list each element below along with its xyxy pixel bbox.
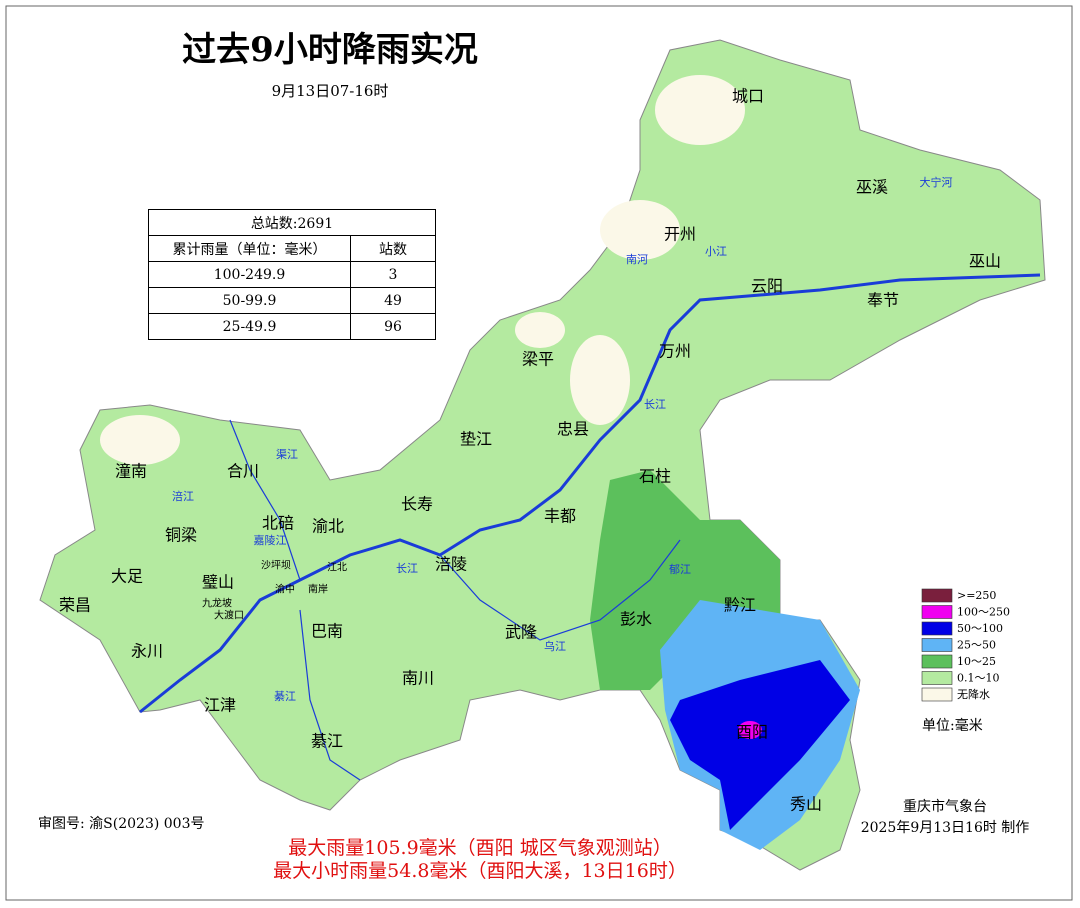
place-label: 涪陵	[435, 555, 467, 574]
subtitle: 9月13日07-16时	[272, 82, 389, 100]
legend-swatch	[921, 621, 953, 636]
stats-table: 总站数:2691 累计雨量（单位：毫米） 站数 100-249.9 3 50-99.…	[148, 209, 436, 340]
moderate-rain-area	[590, 470, 780, 690]
jialing-river	[229, 419, 301, 581]
place-label: 大足	[111, 567, 143, 586]
legend-swatch	[921, 671, 953, 685]
place-label: 彭水	[620, 610, 652, 629]
place-label: 开州	[664, 225, 696, 244]
cell: 25-49.9	[148, 313, 351, 340]
legend-unit: 单位:毫米	[922, 717, 983, 734]
district-label: 九龙坡	[202, 597, 232, 610]
legend-swatch	[921, 638, 953, 652]
river-label: 长江	[396, 562, 418, 575]
cell: 49	[350, 287, 436, 314]
header: 累计雨量（单位：毫米）	[148, 235, 351, 262]
legend-label: 0.1～10	[957, 672, 1000, 685]
place-label: 奉节	[867, 291, 899, 310]
header: 站数	[350, 235, 436, 262]
title: 过去9小时降雨实况	[182, 30, 478, 70]
place-label: 合川	[227, 462, 259, 481]
place-label: 璧山	[202, 573, 234, 592]
legend-swatch	[921, 654, 953, 669]
river-label: 嘉陵江	[254, 533, 287, 547]
river-label: 渠江	[276, 448, 298, 461]
place-label: 南川	[402, 669, 434, 688]
place-label: 巫山	[969, 252, 1001, 271]
place-label: 秀山	[790, 795, 822, 814]
legend-label: >=250	[957, 589, 996, 602]
max-rain: 最大雨量105.9毫米（酉阳 城区气象观测站）	[288, 837, 671, 859]
district-label: 南岸	[308, 583, 328, 596]
place-label: 丰都	[544, 507, 576, 526]
river-label: 大宁河	[920, 175, 953, 189]
extreme-rain-area	[738, 721, 762, 739]
district-label: 渝中	[275, 583, 295, 596]
place-label: 云阳	[751, 277, 783, 296]
wu-river	[439, 539, 681, 641]
legend-label: 50～100	[957, 622, 1003, 635]
place-label: 忠县	[557, 420, 589, 439]
place-label: 永川	[131, 642, 163, 661]
place-label: 梁平	[522, 350, 554, 369]
legend-swatch	[921, 687, 953, 702]
place-label: 巴南	[311, 622, 343, 641]
made: 2025年9月13日16时 制作	[861, 820, 1030, 836]
cell: 50-99.9	[148, 287, 351, 314]
storm-area	[670, 660, 850, 830]
place-label: 黔江	[724, 596, 756, 615]
place-label: 巫溪	[856, 178, 888, 197]
legend-swatch	[921, 588, 953, 603]
place-label: 綦江	[311, 732, 343, 751]
place-label: 垫江	[460, 430, 492, 449]
place-label: 铜梁	[165, 526, 197, 545]
district-label: 大渡口	[214, 609, 244, 622]
cell: 3	[350, 261, 436, 288]
river-label: 涪江	[172, 489, 194, 503]
place-label: 长寿	[401, 495, 433, 514]
max-hourly: 最大小时雨量54.8毫米（酉阳大溪，13日16时）	[273, 860, 687, 882]
river-label: 南河	[626, 253, 648, 266]
qi-river	[299, 609, 361, 781]
place-label: 石柱	[639, 467, 671, 486]
district-label: 江北	[327, 562, 347, 574]
agency: 重庆市气象台	[903, 798, 987, 815]
legend-label: 无降水	[957, 687, 990, 701]
approval: 审图号: 渝S(2023) 003号	[38, 816, 204, 832]
place-label: 酉阳	[736, 723, 768, 742]
river-label: 郁江	[669, 562, 691, 576]
cell: 96	[350, 313, 436, 340]
cell: 100-249.9	[148, 261, 351, 288]
yangtze-river	[139, 273, 1041, 714]
no-rain-areas	[100, 75, 745, 465]
place-label: 城口	[732, 87, 764, 106]
place-label: 荣昌	[59, 596, 91, 615]
place-label: 万州	[659, 342, 691, 361]
legend-label: 100～250	[957, 606, 1010, 619]
total: 总站数:2691	[148, 209, 436, 236]
river-label: 乌江	[544, 639, 566, 653]
legend-label: 25～50	[957, 639, 996, 652]
river-label: 綦江	[274, 690, 296, 703]
place-label: 潼南	[115, 462, 147, 481]
legend-swatch	[921, 605, 953, 619]
legend-label: 10～25	[957, 655, 996, 668]
place-label: 武隆	[505, 623, 537, 642]
place-label: 渝北	[312, 517, 344, 536]
place-label: 江津	[204, 696, 236, 715]
river-label: 小江	[705, 245, 727, 258]
river-label: 长江	[644, 398, 666, 411]
district-label: 沙坪坝	[261, 559, 291, 572]
place-label: 北碚	[262, 514, 294, 533]
